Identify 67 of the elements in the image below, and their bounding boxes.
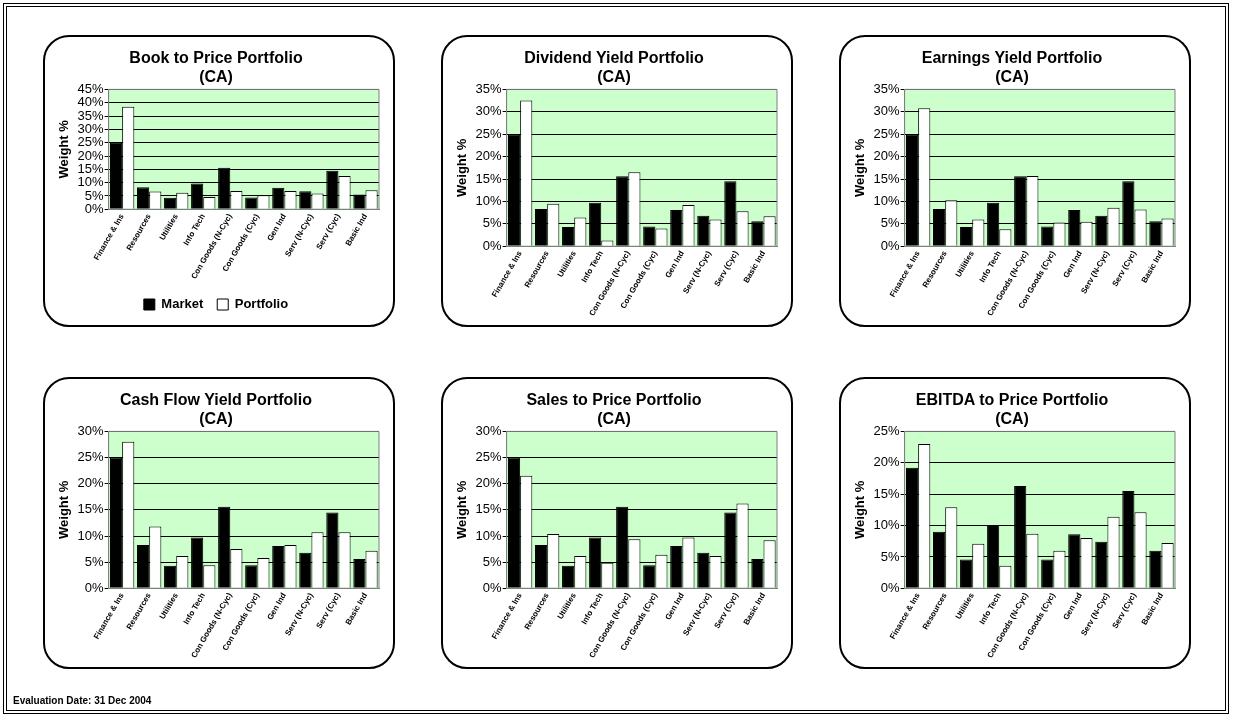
chart-subtitle: (CA) bbox=[199, 410, 233, 428]
chart-title: Book to Price Portfolio bbox=[129, 49, 303, 67]
y-tick-label: 25% bbox=[77, 134, 105, 150]
chart-subtitle: (CA) bbox=[597, 410, 631, 428]
chart-title: Dividend Yield Portfolio bbox=[524, 49, 705, 67]
y-tick-label: 0% bbox=[84, 579, 105, 595]
y-tick-label: 15% bbox=[475, 501, 503, 517]
y-tick-label: 10% bbox=[475, 193, 503, 209]
y-tick-label: 15% bbox=[475, 170, 503, 186]
y-tick-label: 0% bbox=[482, 237, 503, 253]
y-axis-title: Weight % bbox=[852, 480, 868, 539]
y-tick-label: 25% bbox=[475, 449, 503, 465]
y-axis-title: Weight % bbox=[56, 119, 72, 179]
text: Evaluation Date: 31 Dec 2004 bbox=[13, 695, 152, 706]
y-tick-label: 5% bbox=[84, 553, 105, 569]
y-tick-label: 5% bbox=[84, 187, 105, 203]
y-tick-label: 15% bbox=[873, 485, 901, 501]
y-tick-label: 15% bbox=[77, 160, 105, 176]
y-tick-label: 20% bbox=[475, 148, 503, 164]
chart-subtitle: (CA) bbox=[995, 410, 1029, 428]
y-tick-label: 35% bbox=[873, 80, 901, 96]
legend-label: Market bbox=[161, 296, 204, 312]
y-tick-label: 20% bbox=[475, 475, 503, 491]
y-tick-label: 20% bbox=[77, 147, 105, 163]
y-axis-title: Weight % bbox=[56, 480, 72, 539]
y-tick-label: 20% bbox=[873, 454, 901, 470]
chart-subtitle: (CA) bbox=[199, 68, 233, 86]
y-tick-label: 10% bbox=[77, 174, 105, 190]
chart-title: EBITDA to Price Portfolio bbox=[915, 391, 1109, 409]
chart-title: Earnings Yield Portfolio bbox=[921, 49, 1103, 67]
y-tick-label: 35% bbox=[475, 80, 503, 96]
chart-subtitle: (CA) bbox=[597, 68, 631, 86]
y-tick-label: 40% bbox=[77, 94, 105, 110]
y-tick-label: 30% bbox=[475, 422, 503, 438]
chart-title: Sales to Price Portfolio bbox=[526, 391, 702, 409]
y-tick-label: 0% bbox=[880, 579, 901, 595]
y-tick-label: 5% bbox=[880, 215, 901, 231]
y-tick-label: 25% bbox=[873, 422, 901, 438]
y-tick-label: 25% bbox=[77, 449, 105, 465]
y-tick-label: 20% bbox=[77, 475, 105, 491]
y-tick-label: 5% bbox=[482, 215, 503, 231]
y-tick-label: 30% bbox=[475, 103, 503, 119]
y-tick-label: 0% bbox=[482, 579, 503, 595]
y-tick-label: 25% bbox=[475, 125, 503, 141]
y-tick-label: 10% bbox=[77, 527, 105, 543]
chart-title: Cash Flow Yield Portfolio bbox=[119, 391, 313, 409]
chart-subtitle: (CA) bbox=[995, 68, 1029, 86]
y-tick-label: 45% bbox=[77, 80, 105, 96]
y-tick-label: 35% bbox=[77, 107, 105, 123]
y-axis-title: Weight % bbox=[454, 480, 470, 539]
legend-label: Portfolio bbox=[234, 296, 289, 312]
y-axis-title: Weight % bbox=[852, 138, 868, 197]
y-tick-label: 5% bbox=[880, 548, 901, 564]
y-tick-label: 10% bbox=[475, 527, 503, 543]
y-tick-label: 30% bbox=[77, 120, 105, 136]
y-tick-label: 15% bbox=[873, 170, 901, 186]
y-tick-label: 30% bbox=[77, 422, 105, 438]
y-tick-label: 30% bbox=[873, 103, 901, 119]
y-tick-label: 10% bbox=[873, 193, 901, 209]
y-tick-label: 5% bbox=[482, 553, 503, 569]
y-tick-label: 0% bbox=[880, 237, 901, 253]
y-tick-label: 0% bbox=[84, 200, 105, 216]
y-tick-label: 20% bbox=[873, 148, 901, 164]
y-tick-label: 15% bbox=[77, 501, 105, 517]
y-tick-label: 25% bbox=[873, 125, 901, 141]
y-tick-label: 10% bbox=[873, 517, 901, 533]
y-axis-title: Weight % bbox=[454, 138, 470, 197]
